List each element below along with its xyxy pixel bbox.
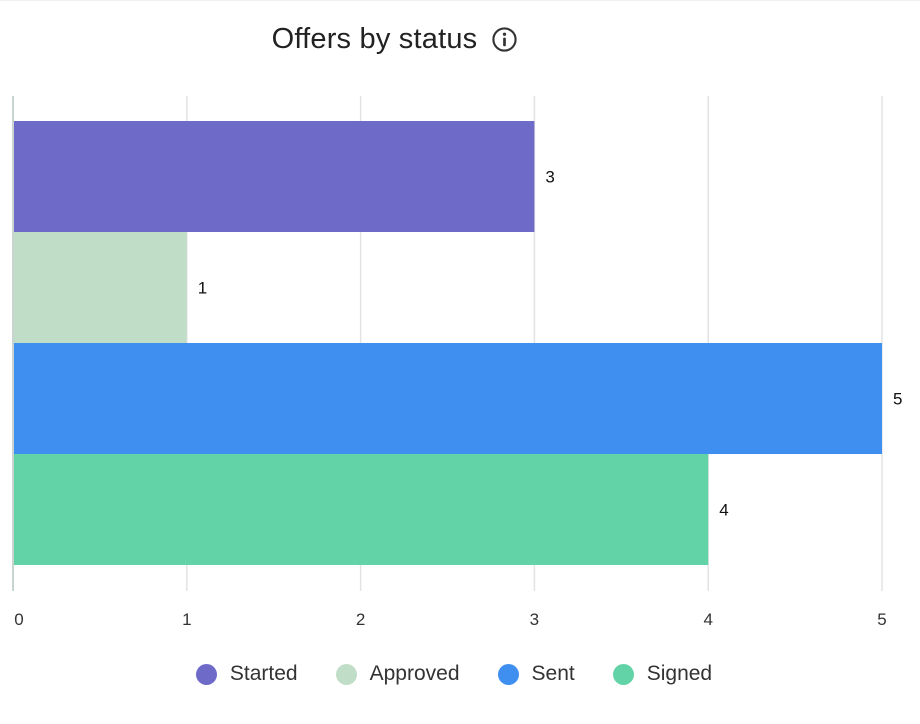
x-tick-label: 1 xyxy=(182,610,191,629)
x-tick-label: 4 xyxy=(703,610,712,629)
data-labels: 3 1 5 4 xyxy=(198,168,903,520)
bar-sent[interactable] xyxy=(14,343,882,454)
legend-swatch-sent xyxy=(497,663,519,685)
legend-swatch-started xyxy=(195,663,217,685)
x-tick-label: 0 xyxy=(14,610,23,629)
legend-item-started[interactable]: Started xyxy=(195,662,298,686)
info-circle-icon[interactable] xyxy=(491,26,518,53)
legend-label-sent: Sent xyxy=(531,662,575,685)
legend-label-started: Started xyxy=(229,662,298,685)
x-tick-label: 3 xyxy=(530,610,539,629)
legend-item-signed[interactable]: Signed xyxy=(612,662,713,686)
bar-value-label: 3 xyxy=(545,168,554,187)
bars xyxy=(14,121,882,565)
x-tick-label: 2 xyxy=(356,610,365,629)
bar-approved[interactable] xyxy=(14,232,187,343)
legend-swatch-signed xyxy=(612,663,634,685)
legend-label-approved: Approved xyxy=(369,662,460,685)
bar-started[interactable] xyxy=(14,121,535,232)
chart-legend: Started Approved Sent Signed xyxy=(0,662,908,686)
bar-value-label: 4 xyxy=(719,501,728,520)
x-tick-label: 5 xyxy=(877,610,886,629)
chart-title: Offers by status xyxy=(271,23,478,55)
legend-swatch-approved xyxy=(335,663,357,685)
chart-header: Offers by status xyxy=(0,23,790,56)
bar-value-label: 1 xyxy=(198,279,207,298)
legend-item-sent[interactable]: Sent xyxy=(497,662,575,686)
x-axis-ticks: 0 1 2 3 4 5 xyxy=(14,610,886,629)
legend-label-signed: Signed xyxy=(646,662,713,685)
bar-signed[interactable] xyxy=(14,454,709,565)
legend-item-approved[interactable]: Approved xyxy=(335,662,460,686)
bar-value-label: 5 xyxy=(893,390,902,409)
bar-chart: 3 1 5 4 0 1 2 3 4 5 xyxy=(12,96,903,629)
